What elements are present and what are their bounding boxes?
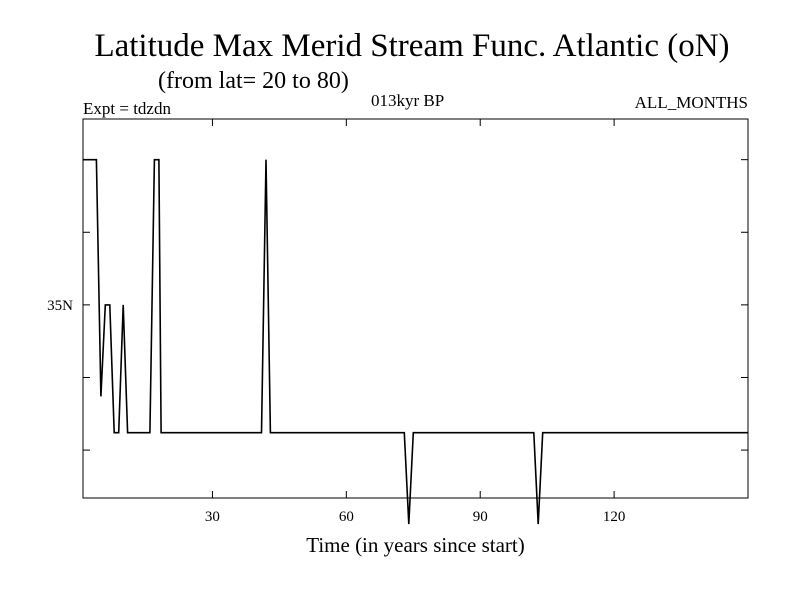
months-label: ALL_MONTHS bbox=[634, 93, 748, 112]
x-tick-label: 90 bbox=[473, 509, 488, 525]
x-tick-label: 120 bbox=[603, 509, 626, 525]
plot-frame bbox=[82, 118, 749, 499]
series-line bbox=[83, 158, 748, 525]
chart-subtitle: (from lat= 20 to 80) bbox=[158, 68, 349, 94]
period-label: 013kyr BP bbox=[371, 91, 445, 110]
experiment-label: Expt = tdzdn bbox=[83, 99, 171, 118]
y-tick-label: 35N bbox=[47, 298, 73, 314]
chart-title: Latitude Max Merid Stream Func. Atlantic… bbox=[94, 28, 730, 64]
x-tick-label: 30 bbox=[205, 509, 220, 525]
x-tick-label: 60 bbox=[339, 509, 354, 525]
x-axis-label: Time (in years since start) bbox=[306, 533, 525, 557]
